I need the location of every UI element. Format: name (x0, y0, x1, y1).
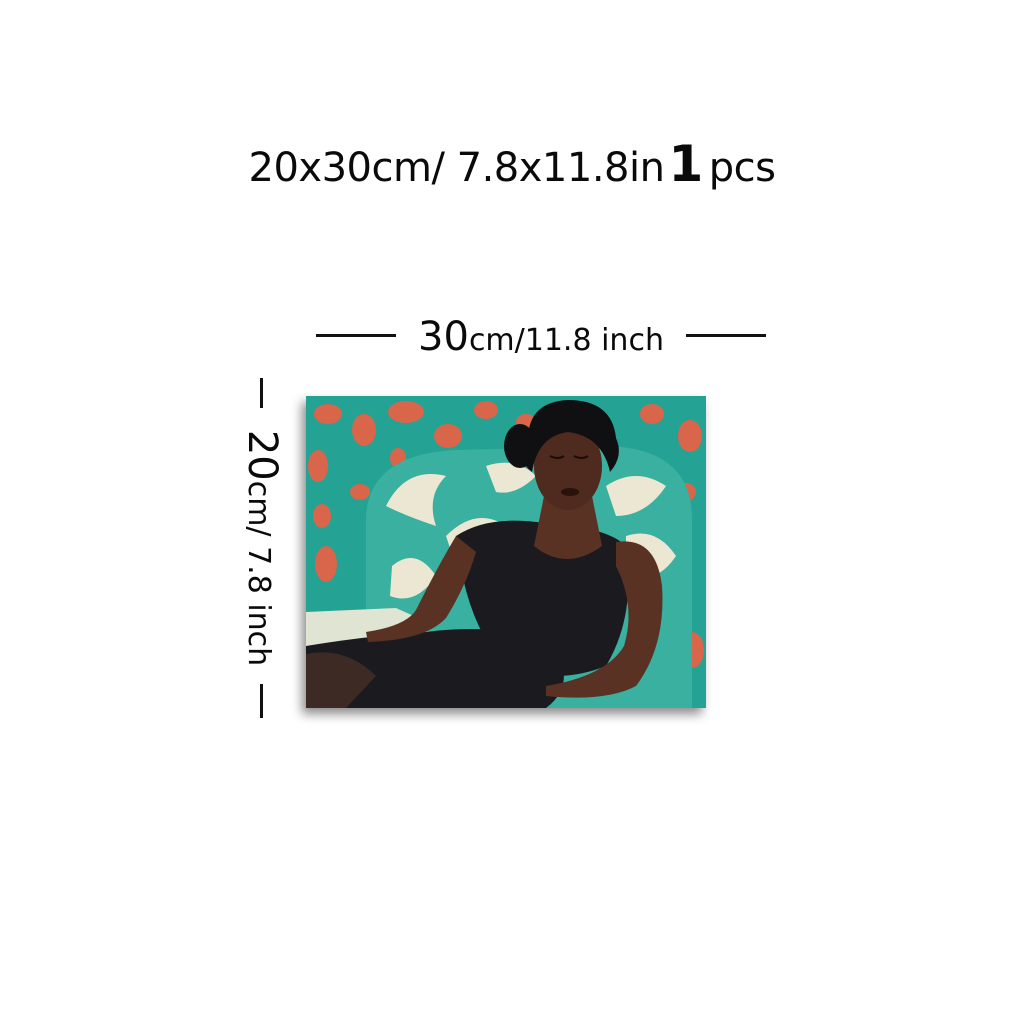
width-label: 30cm/11.8 inch (408, 314, 674, 360)
hair (522, 400, 619, 472)
height-tick-bottom (260, 684, 263, 718)
leopard-pattern (308, 401, 704, 668)
width-dimension: 30cm/11.8 inch (316, 314, 766, 360)
face (534, 422, 602, 510)
right-arm (546, 541, 663, 698)
size-label: 20x30cm/ 7.8x11.8in (248, 145, 665, 191)
dress-top (456, 520, 629, 676)
height-label: 20cm/ 7.8 inch (239, 430, 285, 666)
quantity-number: 1 (668, 135, 703, 193)
width-value: 30 (418, 314, 469, 360)
width-line-right (686, 334, 766, 337)
width-unit: cm/11.8 inch (468, 323, 664, 358)
height-unit: cm/ 7.8 inch (241, 480, 276, 667)
width-line-left (316, 334, 396, 337)
quantity-unit: pcs (708, 145, 776, 191)
product-size-headline: 20x30cm/ 7.8x11.8in1 pcs (0, 136, 1024, 196)
height-dimension: 20cm/ 7.8 inch (239, 378, 286, 718)
left-arm (366, 536, 476, 642)
chair-seat-cushion (306, 608, 436, 646)
canvas-artwork (306, 396, 706, 708)
artwork-illustration (306, 396, 706, 708)
height-tick-top (260, 378, 263, 408)
height-value: 20 (239, 429, 285, 481)
